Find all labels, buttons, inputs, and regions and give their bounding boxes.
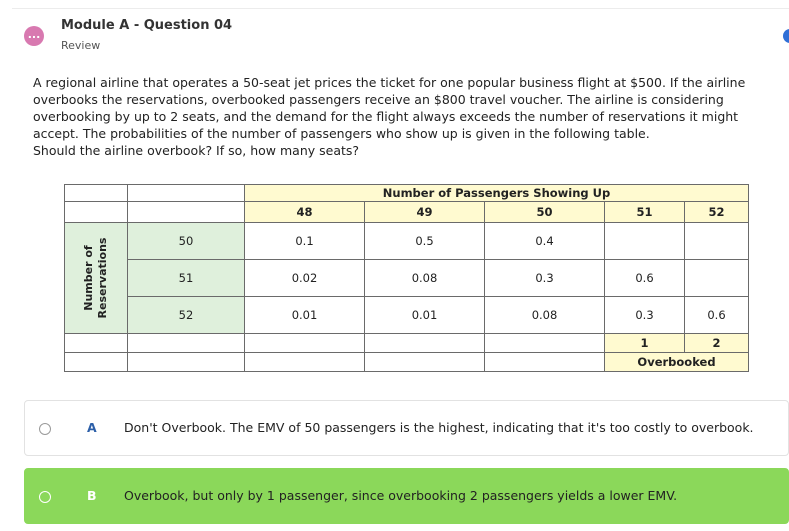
table-cell — [684, 222, 749, 260]
table-cell: 0.6 — [684, 296, 749, 334]
answer-option-b[interactable]: B Overbook, but only by 1 passenger, sin… — [24, 468, 789, 524]
side-toggle-icon[interactable] — [783, 29, 789, 43]
reservations-label-line1: Number of — [82, 245, 95, 311]
probability-table: Number of Passengers Showing Up 48 49 50… — [64, 184, 749, 372]
module-avatar-icon: ... — [24, 26, 44, 46]
radio-button-a[interactable] — [39, 423, 51, 435]
option-letter-b: B — [87, 488, 97, 503]
table-cell: 0.5 — [364, 222, 485, 260]
table-cell: 0.08 — [484, 296, 605, 334]
table-empty-cell — [127, 333, 245, 353]
overbooked-count: 2 — [684, 333, 749, 353]
overbooked-count: 1 — [604, 333, 685, 353]
table-cell: 0.4 — [484, 222, 605, 260]
table-empty-cell — [364, 333, 485, 353]
table-cell: 0.08 — [364, 259, 485, 297]
table-empty-cell — [244, 333, 365, 353]
column-header: 48 — [244, 201, 365, 223]
option-text-a: Don't Overbook. The EMV of 50 passengers… — [124, 420, 754, 435]
table-cell: 0.01 — [364, 296, 485, 334]
passengers-header: Number of Passengers Showing Up — [244, 184, 749, 202]
reservations-label-line2: Reservations — [96, 237, 109, 319]
question-prompt: Should the airline overbook? If so, how … — [33, 143, 360, 158]
table-corner-cell — [127, 201, 245, 223]
module-subtitle: Review — [61, 39, 101, 52]
table-cell: 0.3 — [484, 259, 605, 297]
table-empty-cell — [364, 352, 485, 372]
table-empty-cell — [64, 333, 128, 353]
row-label: 51 — [127, 259, 245, 297]
column-header: 51 — [604, 201, 685, 223]
option-text-b: Overbook, but only by 1 passenger, since… — [124, 488, 678, 503]
table-empty-cell — [64, 352, 128, 372]
table-cell: 0.6 — [604, 259, 685, 297]
table-cell: 0.01 — [244, 296, 365, 334]
table-corner-cell — [64, 184, 128, 202]
table-cell: 0.3 — [604, 296, 685, 334]
overbooked-label: Overbooked — [604, 352, 749, 372]
table-cell — [684, 259, 749, 297]
question-text: A regional airline that operates a 50-se… — [33, 74, 778, 159]
column-header: 52 — [684, 201, 749, 223]
table-empty-cell — [484, 333, 605, 353]
module-title: Module A - Question 04 — [61, 18, 233, 33]
column-header: 50 — [484, 201, 605, 223]
table-empty-cell — [127, 352, 245, 372]
table-cell: 0.02 — [244, 259, 365, 297]
table-cell: 0.1 — [244, 222, 365, 260]
answer-option-a[interactable]: A Don't Overbook. The EMV of 50 passenge… — [24, 400, 789, 456]
option-letter-a: A — [87, 420, 97, 435]
table-empty-cell — [484, 352, 605, 372]
table-corner-cell — [64, 201, 128, 223]
question-paragraph: A regional airline that operates a 50-se… — [33, 75, 746, 141]
reservations-axis-label: Number of Reservations — [64, 222, 128, 334]
radio-button-b[interactable] — [39, 491, 51, 503]
row-label: 52 — [127, 296, 245, 334]
column-header: 49 — [364, 201, 485, 223]
table-corner-cell — [127, 184, 245, 202]
table-empty-cell — [244, 352, 365, 372]
table-cell — [604, 222, 685, 260]
card-top-border — [12, 8, 789, 9]
row-label: 50 — [127, 222, 245, 260]
